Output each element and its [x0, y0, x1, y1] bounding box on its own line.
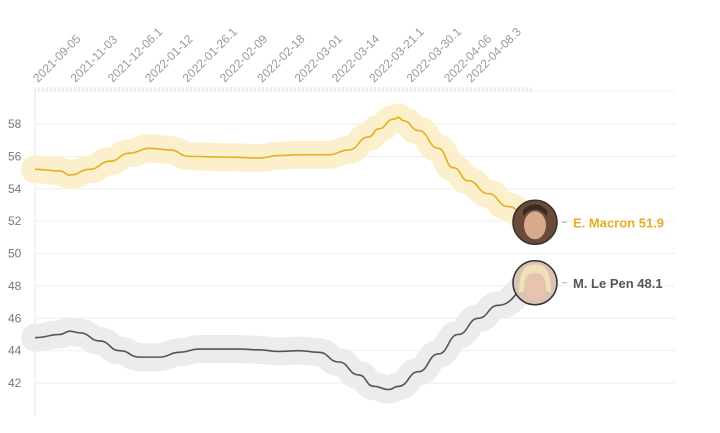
- y-tick-label: 46: [8, 311, 22, 325]
- y-tick-label: 58: [8, 117, 22, 131]
- y-tick-label: 50: [8, 247, 22, 261]
- end-label: M. Le Pen 48.1: [573, 276, 663, 291]
- confidence-band: [21, 270, 547, 404]
- avatar-hair: [523, 204, 547, 217]
- y-tick-label: 44: [8, 344, 22, 358]
- series-group: [21, 103, 547, 404]
- avatar-0: [512, 199, 558, 246]
- end-labels: E. Macron 51.9 M. Le Pen 48.1: [512, 199, 664, 306]
- end-label: E. Macron 51.9: [573, 215, 664, 230]
- y-axis: 42 44 46 48 50 52 54 56 58: [8, 117, 22, 390]
- series-line: [34, 116, 534, 224]
- y-tick-label: 52: [8, 214, 22, 228]
- avatar-1: [512, 260, 558, 306]
- avatar-face: [524, 271, 546, 300]
- y-tick-label: 48: [8, 279, 22, 293]
- x-axis: 2021-09-052021-11-032021-12-06.12022-01-…: [30, 25, 524, 86]
- avatar-face: [524, 211, 546, 240]
- y-tick-label: 56: [8, 149, 22, 163]
- series-line: [34, 283, 534, 391]
- avatar-hair: [519, 264, 551, 293]
- y-tick-label: 54: [8, 182, 22, 196]
- y-tick-label: 42: [8, 376, 22, 390]
